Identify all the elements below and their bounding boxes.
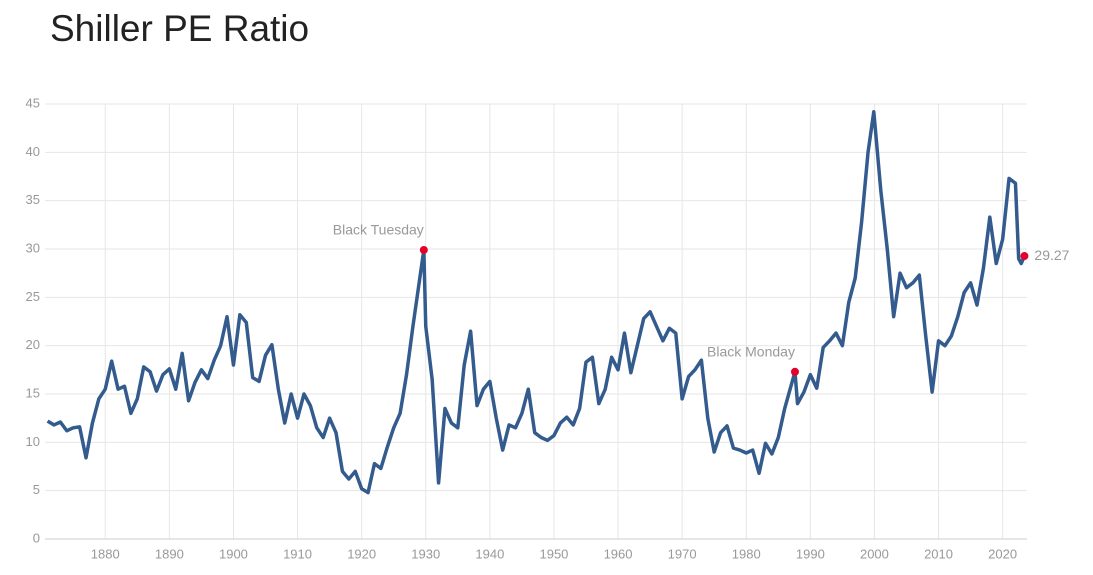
x-tick-label: 2020 [988, 546, 1017, 561]
x-tick-label: 2000 [860, 546, 889, 561]
event-marker [1020, 252, 1029, 261]
x-tick-label: 1880 [91, 546, 120, 561]
x-tick-label: 1950 [539, 546, 568, 561]
x-tick-label: 1890 [155, 546, 184, 561]
x-tick-label: 1990 [796, 546, 825, 561]
x-tick-label: 1900 [219, 546, 248, 561]
y-tick-label: 40 [26, 144, 40, 159]
x-tick-label: 1970 [668, 546, 697, 561]
y-tick-label: 15 [26, 385, 40, 400]
x-tick-label: 1910 [283, 546, 312, 561]
x-tick-label: 1960 [604, 546, 633, 561]
x-tick-label: 2010 [924, 546, 953, 561]
x-tick-label: 1930 [411, 546, 440, 561]
annotation: Black Monday [707, 343, 795, 359]
event-marker [790, 367, 799, 376]
y-tick-label: 0 [33, 530, 40, 545]
y-tick-label: 20 [26, 337, 40, 352]
chart-title: Shiller PE Ratio [50, 8, 309, 49]
value-label: 29.27 [1034, 247, 1069, 263]
y-tick-label: 30 [26, 240, 40, 255]
event-marker [419, 245, 428, 254]
y-tick-label: 35 [26, 192, 40, 207]
y-tick-label: 10 [26, 434, 40, 449]
y-tick-label: 25 [26, 289, 40, 304]
x-tick-label: 1940 [475, 546, 504, 561]
x-tick-label: 1920 [347, 546, 376, 561]
annotation: Black Tuesday [333, 222, 424, 238]
line-series [46, 109, 1027, 495]
y-tick-label: 45 [26, 95, 40, 110]
y-tick-label: 5 [33, 482, 40, 497]
x-tick-label: 1980 [732, 546, 761, 561]
